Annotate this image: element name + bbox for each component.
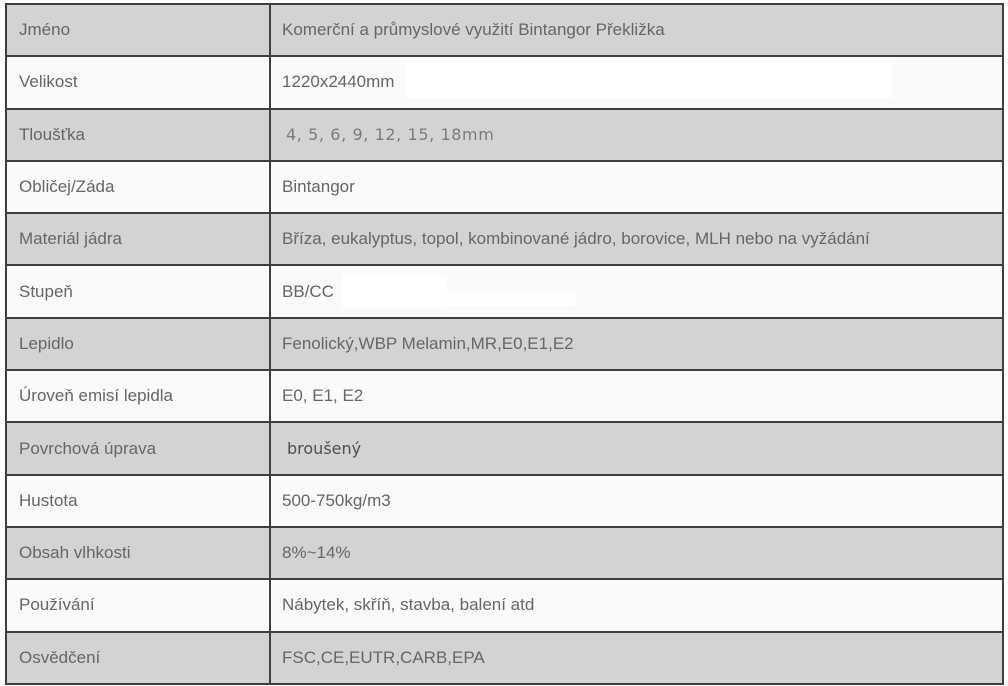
- spec-label-cell: Velikost: [6, 55, 271, 109]
- spec-value: Nábytek, skříň, stavba, balení atd: [282, 595, 535, 615]
- spec-label: Obsah vlhkosti: [19, 543, 131, 563]
- spec-value-cell: E0, E1, E2: [270, 369, 1003, 423]
- product-spec-table: Jméno Komerční a průmyslové využití Binta…: [5, 3, 1004, 685]
- spec-label: Obličej/Záda: [19, 177, 115, 197]
- spec-label-cell: Tloušťka: [6, 107, 271, 161]
- spec-label: Osvědčení: [19, 647, 101, 667]
- spec-value-cell: Bříza, eukalyptus, topol, kombinované já…: [270, 212, 1003, 266]
- table-row: Používání Nábytek, skříň, stavba, balení …: [6, 578, 1003, 632]
- spec-label: Stupeň: [19, 281, 73, 301]
- whiteout-patch: [342, 275, 447, 309]
- spec-label: Lepidlo: [19, 333, 74, 353]
- spec-value-cell: broušený: [270, 421, 1003, 475]
- spec-value-cell: Nábytek, skříň, stavba, balení atd: [270, 578, 1003, 632]
- whiteout-patch: [405, 62, 892, 99]
- spec-table-body: Jméno Komerční a průmyslové využití Binta…: [6, 4, 1003, 684]
- spec-label: Povrchová úprava: [19, 438, 157, 458]
- spec-label-cell: Hustota: [6, 473, 271, 527]
- spec-value: Komerční a průmyslové využití Bintangor …: [282, 20, 665, 40]
- spec-value-cell: 1220x2440mm: [270, 55, 1003, 109]
- table-row: Úroveň emisí lepidla E0, E1, E2: [6, 369, 1003, 423]
- spec-value: E0, E1, E2: [282, 386, 364, 406]
- table-row: Velikost 1220x2440mm: [6, 55, 1003, 109]
- spec-label: Materiál jádra: [19, 229, 122, 249]
- spec-label: Velikost: [19, 72, 78, 92]
- spec-label: Úroveň emisí lepidla: [19, 386, 174, 406]
- spec-label-cell: Obličej/Záda: [6, 159, 271, 214]
- spec-label: Jméno: [19, 20, 71, 40]
- spec-label-cell: Obsah vlhkosti: [6, 525, 271, 580]
- spec-label-cell: Používání: [6, 578, 271, 632]
- spec-value: 8%~14%: [282, 543, 351, 563]
- spec-value-cell: 8%~14%: [270, 525, 1003, 580]
- spec-label-cell: Osvědčení: [6, 630, 271, 684]
- spec-value-cell: FSC,CE,EUTR,CARB,EPA: [270, 630, 1003, 684]
- whiteout-patch: [443, 291, 576, 307]
- table-row: Povrchová úprava broušený: [6, 421, 1003, 475]
- table-row: Stupeň BB/CC: [6, 264, 1003, 318]
- spec-value: Fenolický,WBP Melamin,MR,E0,E1,E2: [282, 333, 574, 353]
- table-row: Obličej/Záda Bintangor: [6, 159, 1003, 214]
- spec-label-cell: Lepidlo: [6, 316, 271, 371]
- spec-label: Hustota: [19, 490, 78, 510]
- spec-value-cell: 4, 5, 6, 9, 12, 15, 18mm: [270, 107, 1003, 161]
- spec-value-cell: 500-750kg/m3: [270, 473, 1003, 527]
- table-row: Osvědčení FSC,CE,EUTR,CARB,EPA: [6, 630, 1003, 684]
- table-row: Lepidlo Fenolický,WBP Melamin,MR,E0,E1,E2: [6, 316, 1003, 371]
- spec-value: broušený: [287, 438, 362, 458]
- spec-label: Tloušťka: [19, 124, 85, 144]
- spec-label-cell: Povrchová úprava: [6, 421, 271, 475]
- spec-label-cell: Materiál jádra: [6, 212, 271, 266]
- table-row: Hustota 500-750kg/m3: [6, 473, 1003, 527]
- spec-label-cell: Stupeň: [6, 264, 271, 318]
- spec-label-cell: Jméno: [6, 4, 271, 57]
- spec-value-cell: Bintangor: [270, 159, 1003, 214]
- spec-value-cell: Fenolický,WBP Melamin,MR,E0,E1,E2: [270, 316, 1003, 371]
- spec-value-cell: Komerční a průmyslové využití Bintangor …: [270, 4, 1003, 56]
- spec-value: BB/CC: [282, 281, 334, 301]
- table-row: Materiál jádra Bříza, eukalyptus, topol, …: [6, 212, 1003, 266]
- spec-value: Bříza, eukalyptus, topol, kombinované já…: [282, 229, 870, 249]
- table-row: Jméno Komerční a průmyslové využití Binta…: [6, 4, 1003, 57]
- spec-value: FSC,CE,EUTR,CARB,EPA: [282, 647, 485, 667]
- spec-value: 1220x2440mm: [282, 72, 395, 92]
- table-row: Obsah vlhkosti 8%~14%: [6, 525, 1003, 580]
- spec-label: Používání: [19, 595, 95, 615]
- spec-label-cell: Úroveň emisí lepidla: [6, 369, 271, 423]
- spec-value: 4, 5, 6, 9, 12, 15, 18mm: [286, 124, 495, 144]
- spec-value: Bintangor: [282, 177, 355, 197]
- spec-value-cell: BB/CC: [270, 264, 1003, 318]
- spec-value: 500-750kg/m3: [282, 490, 391, 510]
- table-row: Tloušťka 4, 5, 6, 9, 12, 15, 18mm: [6, 107, 1003, 161]
